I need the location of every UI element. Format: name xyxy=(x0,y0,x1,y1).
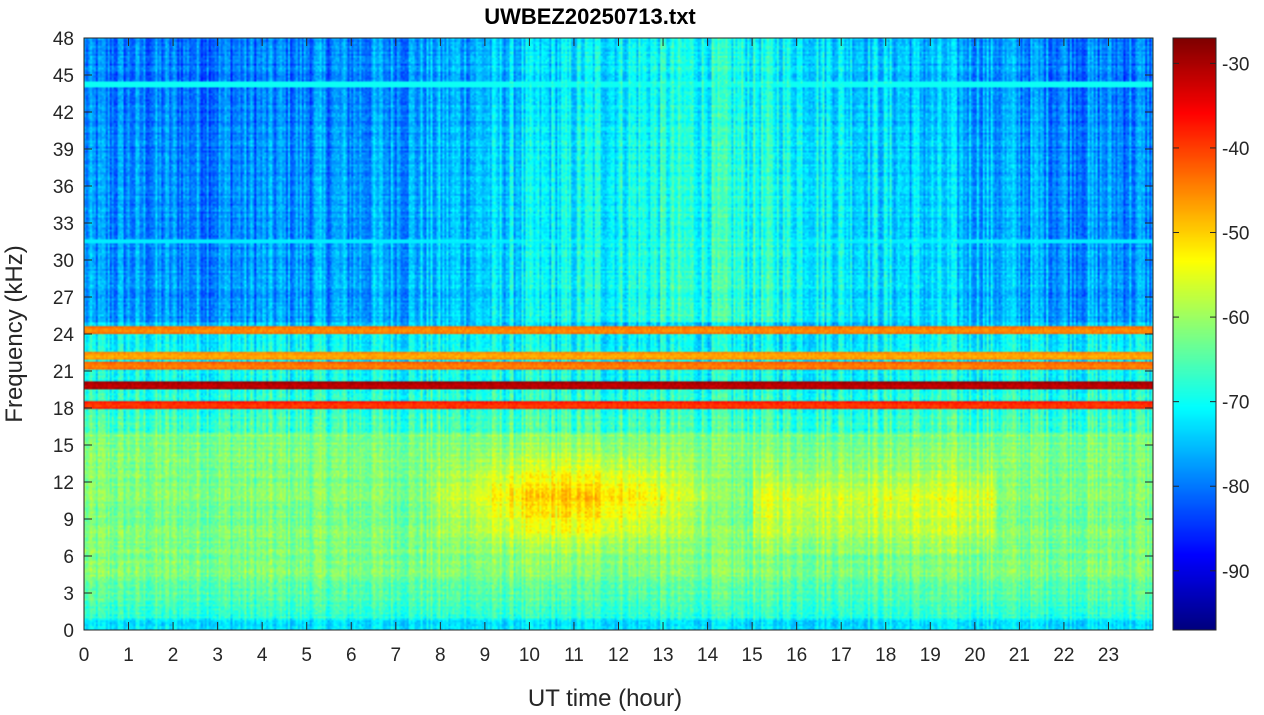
y-axis-label: Frequency (kHz) xyxy=(1,245,28,422)
y-tick-label: 36 xyxy=(53,177,74,198)
y-tick-label: 48 xyxy=(53,29,74,50)
colorbar-gradient xyxy=(1173,38,1216,630)
x-tick-label: 19 xyxy=(920,645,941,666)
x-tick-label: 3 xyxy=(212,645,223,666)
colorbar-tick-label: -50 xyxy=(1222,224,1249,245)
y-tick-label: 3 xyxy=(63,584,74,605)
y-tick-label: 0 xyxy=(63,621,74,642)
x-tick-label: 18 xyxy=(875,645,896,666)
x-axis-label: UT time (hour) xyxy=(528,685,682,712)
x-tick-label: 20 xyxy=(964,645,985,666)
colorbar-tick-label: -40 xyxy=(1222,139,1249,160)
x-tick-label: 10 xyxy=(519,645,540,666)
y-tick-label: 45 xyxy=(53,66,74,87)
chart-title: UWBEZ20250713.txt xyxy=(484,4,696,29)
x-tick-label: 6 xyxy=(346,645,357,666)
y-tick-label: 27 xyxy=(53,288,74,309)
x-tick-label: 13 xyxy=(652,645,673,666)
y-tick-label: 18 xyxy=(53,399,74,420)
x-axis: 0 1 2 3 4 5 6 7 8 9 10 11 12 13 14 15 16 17 18 19 20 21 22 23 xyxy=(79,38,1119,666)
x-tick-label: 21 xyxy=(1009,645,1030,666)
colorbar-tick-label: -60 xyxy=(1222,308,1249,329)
y-tick-label: 15 xyxy=(53,436,74,457)
colorbar-tick-label: -70 xyxy=(1222,393,1249,414)
colorbar-frame xyxy=(1172,37,1217,631)
colorbar-ticks: -30 -40 -50 -60 -70 -80 -90 xyxy=(1173,54,1249,583)
colorbar-tick-label: -90 xyxy=(1222,562,1249,583)
y-tick-label: 33 xyxy=(53,214,74,235)
x-tick-label: 9 xyxy=(480,645,491,666)
colorbar-tick-label: -80 xyxy=(1222,477,1249,498)
x-tick-label: 22 xyxy=(1053,645,1074,666)
x-tick-label: 16 xyxy=(786,645,807,666)
y-tick-label: 30 xyxy=(53,251,74,272)
x-tick-label: 12 xyxy=(608,645,629,666)
spectrogram-image xyxy=(84,38,1153,630)
x-tick-label: 14 xyxy=(697,645,719,666)
y-tick-label: 6 xyxy=(63,547,74,568)
plot-area xyxy=(83,37,1154,631)
x-tick-label: 0 xyxy=(79,645,90,666)
y-tick-label: 42 xyxy=(53,103,74,124)
y-tick-label: 21 xyxy=(53,362,74,383)
y-tick-label: 24 xyxy=(53,325,75,346)
y-tick-label: 12 xyxy=(53,473,74,494)
x-tick-label: 11 xyxy=(564,645,584,666)
y-tick-label: 39 xyxy=(53,140,74,161)
x-tick-label: 15 xyxy=(742,645,763,666)
colorbar: -30 -40 -50 -60 -70 -80 -90 xyxy=(1172,37,1249,631)
x-tick-label: 8 xyxy=(435,645,446,666)
x-tick-label: 5 xyxy=(301,645,312,666)
colorbar-tick-label: -30 xyxy=(1222,54,1249,75)
x-tick-label: 2 xyxy=(168,645,179,666)
x-tick-label: 7 xyxy=(391,645,402,666)
x-tick-label: 23 xyxy=(1098,645,1119,666)
y-tick-label: 9 xyxy=(63,510,74,531)
x-tick-label: 4 xyxy=(257,645,268,666)
x-tick-label: 1 xyxy=(123,645,134,666)
x-tick-label: 17 xyxy=(831,645,852,666)
